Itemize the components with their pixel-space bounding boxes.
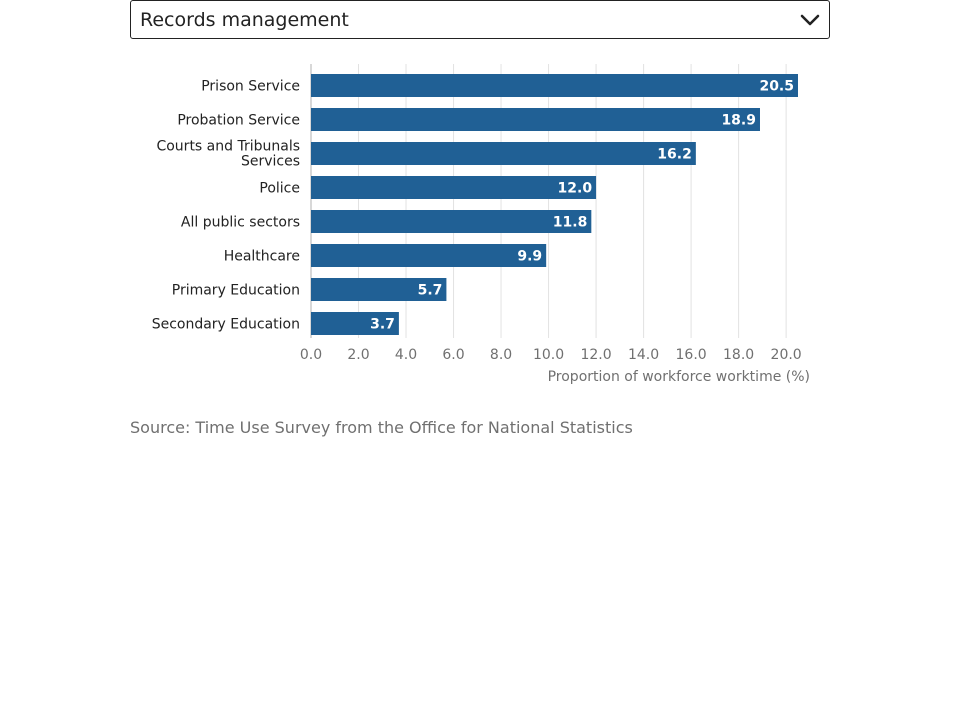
bar: [311, 278, 447, 301]
category-select-value: Records management: [140, 9, 349, 31]
x-tick-label: 10.0: [533, 347, 564, 363]
x-tick-label: 8.0: [490, 347, 512, 363]
x-tick-label: 0.0: [300, 347, 322, 363]
x-tick-labels: 0.0 2.0 4.0 6.0 8.0 10.0 12.0 14.0 16.0 18.0 20.0: [300, 347, 802, 363]
x-tick-label: 18.0: [723, 347, 754, 363]
bar-value-label: 20.5: [759, 79, 794, 95]
source-note: Source: Time Use Survey from the Office …: [130, 418, 633, 437]
category-label: Police: [259, 181, 300, 197]
bar-value-label: 9.9: [517, 249, 542, 265]
category-labels: Prison Service Probation Service Courts an…: [152, 79, 300, 333]
bar-value-label: 3.7: [370, 317, 395, 333]
bar: [311, 210, 592, 233]
bar-value-label: 11.8: [553, 215, 588, 231]
bar: [311, 74, 798, 97]
category-label: Healthcare: [224, 249, 300, 265]
bar-value-label: 18.9: [721, 113, 756, 129]
bar-value-label: 12.0: [558, 181, 593, 197]
bar: [311, 108, 760, 131]
x-tick-label: 16.0: [676, 347, 707, 363]
category-label: Courts and Tribunals Services: [156, 139, 300, 170]
category-label: Prison Service: [201, 79, 300, 95]
category-label: Secondary Education: [152, 317, 300, 333]
category-select[interactable]: Records management: [130, 0, 830, 39]
x-tick-label: 2.0: [347, 347, 369, 363]
x-tick-label: 4.0: [395, 347, 417, 363]
category-label: All public sectors: [181, 215, 300, 231]
bars: 20.5 18.9 16.2 12.0 11.8 9.9 5.7 3.7: [311, 74, 798, 335]
bar-value-label: 16.2: [657, 147, 692, 163]
bar-chart: 20.5 18.9 16.2 12.0 11.8 9.9 5.7 3.7 Prison Ser…: [152, 64, 810, 385]
category-label: Primary Education: [172, 283, 300, 299]
x-tick-label: 14.0: [628, 347, 659, 363]
x-tick-label: 12.0: [580, 347, 611, 363]
bar: [311, 244, 547, 267]
chevron-down-icon: [800, 14, 820, 26]
bar: [311, 142, 696, 165]
bar: [311, 176, 597, 199]
bar: [311, 312, 399, 335]
category-label: Probation Service: [177, 113, 300, 129]
bar-value-label: 5.7: [418, 283, 443, 299]
x-axis-title: Proportion of workforce worktime (%): [548, 369, 810, 385]
x-tick-label: 6.0: [442, 347, 464, 363]
x-tick-label: 20.0: [771, 347, 802, 363]
